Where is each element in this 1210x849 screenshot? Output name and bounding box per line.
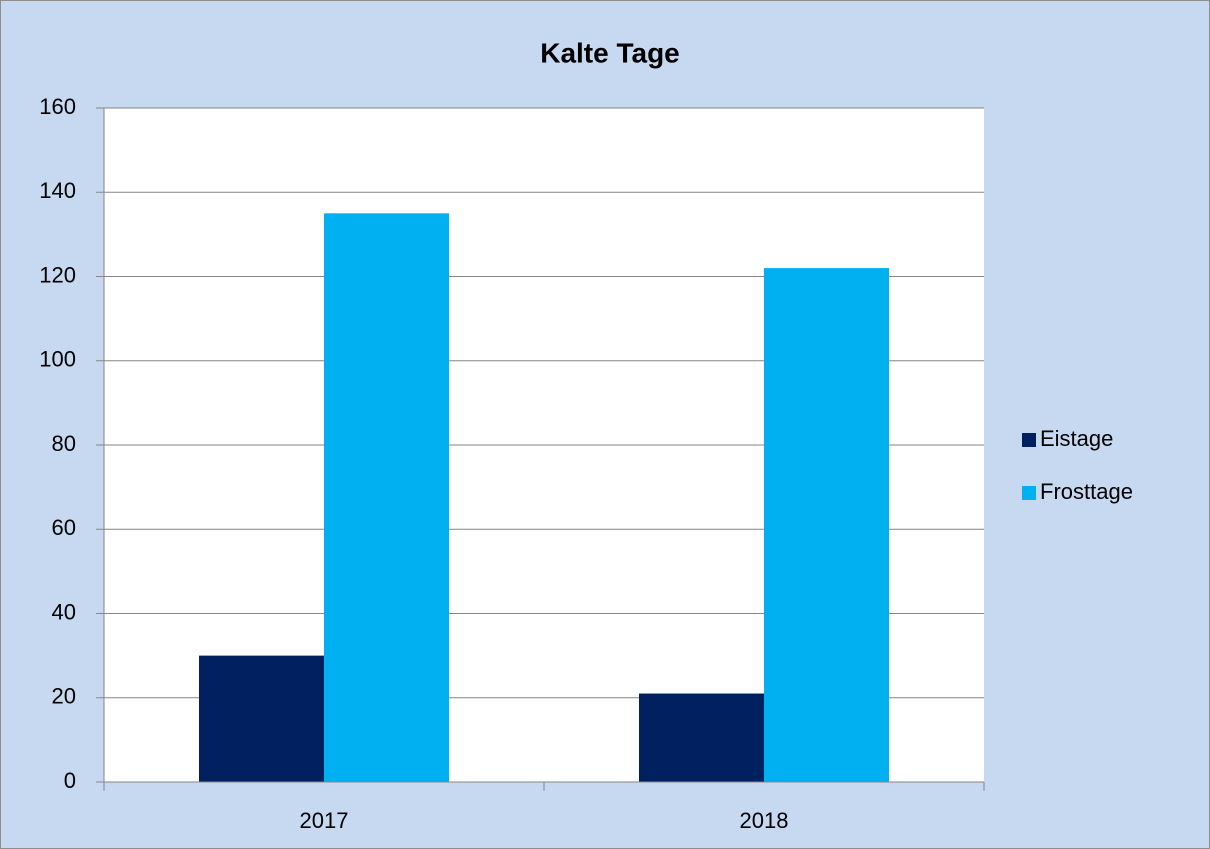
y-tick-label: 120 <box>39 262 76 287</box>
y-tick-label: 40 <box>52 599 76 624</box>
y-tick-label: 20 <box>52 684 76 709</box>
x-tick-label: 2017 <box>300 808 349 833</box>
y-tick-label: 160 <box>39 94 76 119</box>
bar <box>639 693 764 782</box>
y-tick-label: 0 <box>64 768 76 793</box>
bar <box>199 655 324 782</box>
bar <box>764 268 889 782</box>
legend-label: Eistage <box>1040 426 1113 451</box>
legend-swatch <box>1022 433 1036 447</box>
x-tick-label: 2018 <box>740 808 789 833</box>
bar <box>324 213 449 782</box>
y-tick-label: 140 <box>39 178 76 203</box>
y-tick-label: 80 <box>52 431 76 456</box>
legend-swatch <box>1022 486 1036 500</box>
legend-label: Frosttage <box>1040 479 1133 504</box>
y-tick-label: 100 <box>39 347 76 372</box>
y-tick-label: 60 <box>52 515 76 540</box>
chart-title: Kalte Tage <box>540 37 680 68</box>
